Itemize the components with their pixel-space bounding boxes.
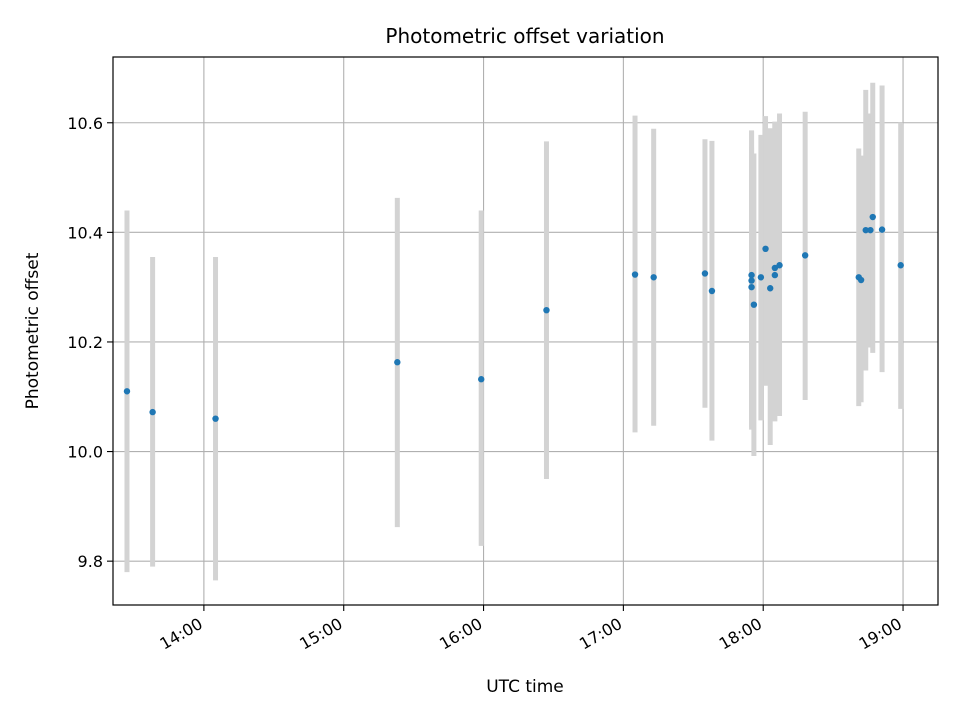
data-point [869, 213, 876, 221]
data-point [543, 306, 550, 314]
data-points [123, 213, 904, 422]
data-point [701, 270, 709, 277]
y-tick-label: 10.2 [67, 333, 103, 352]
data-point [771, 264, 779, 272]
data-point [631, 271, 639, 278]
data-point [862, 226, 869, 234]
data-point [748, 271, 755, 279]
data-point [212, 415, 219, 422]
data-point [878, 226, 886, 233]
y-tick-label: 10.4 [67, 223, 103, 242]
data-point [149, 408, 156, 416]
data-point [750, 301, 758, 308]
y-tick-label: 9.8 [78, 552, 103, 571]
data-point [708, 287, 716, 295]
data-point [394, 359, 401, 366]
data-point [762, 245, 769, 252]
plot-frame [112, 56, 939, 606]
chart-title: Photometric offset variation [385, 24, 664, 48]
y-axis-label: Photometric offset [23, 252, 43, 409]
data-point [748, 277, 755, 284]
data-point [757, 274, 765, 281]
data-point [776, 262, 783, 269]
data-point [123, 388, 131, 395]
data-point [650, 274, 657, 281]
data-point [897, 262, 904, 269]
data-point [771, 271, 779, 279]
y-axis-ticks: 9.8 10.0 10.2 10.4 10.6 [67, 114, 113, 571]
data-point [857, 276, 865, 284]
data-point [801, 252, 809, 259]
data-point [767, 285, 774, 292]
data-point [867, 226, 874, 234]
x-axis-label: UTC time [486, 677, 564, 697]
y-tick-label: 10.6 [67, 114, 103, 133]
data-point [478, 376, 485, 383]
data-point [748, 283, 755, 291]
y-tick-label: 10.0 [67, 443, 103, 462]
